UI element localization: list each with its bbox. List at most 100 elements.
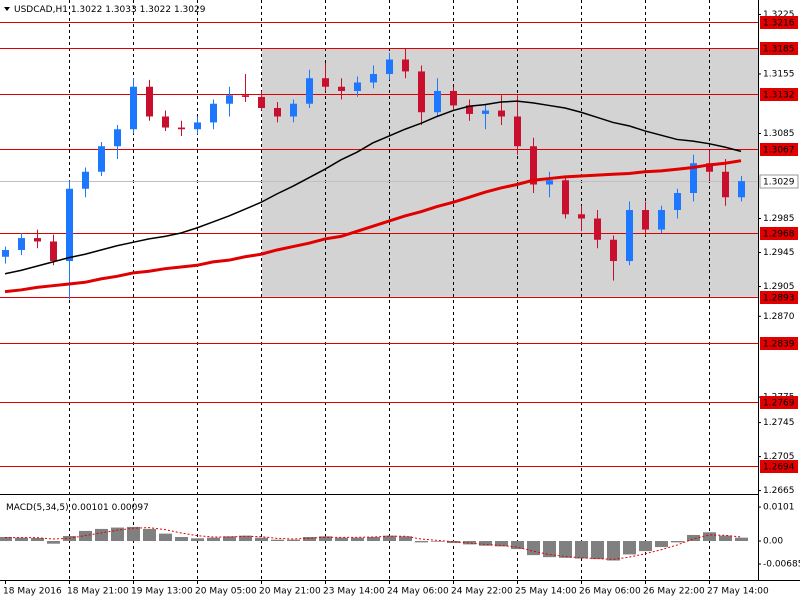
macd-bar: [399, 536, 412, 542]
macd-bar: [0, 536, 12, 542]
header-low: 1.3022: [140, 5, 172, 15]
macd-bar: [415, 541, 428, 543]
candle-body: [418, 71, 425, 113]
level-label: 1.3216: [763, 19, 795, 29]
candle-body: [674, 193, 681, 211]
header-close: 1.3029: [174, 5, 206, 15]
macd-bar: [143, 528, 156, 542]
level-label-box: [760, 460, 798, 473]
macd-bar: [655, 541, 668, 548]
candle-body: [434, 90, 441, 113]
candle-body: [642, 210, 649, 230]
y-tick-label: 1.2705: [763, 452, 795, 462]
macd-header: MACD(5,34,5) 0.00101 0.00097: [6, 503, 149, 513]
candle-body: [322, 78, 329, 87]
candle-body: [610, 239, 617, 262]
y-tick-label: 1.2985: [763, 214, 795, 224]
y-tick-label: 1.2665: [763, 486, 795, 496]
candle-body: [450, 90, 457, 106]
level-label: 1.3185: [763, 45, 795, 55]
candle-body: [386, 59, 393, 74]
candle-body: [18, 238, 25, 250]
y-tick-label: 1.3155: [763, 69, 795, 79]
candle-body: [194, 122, 201, 130]
x-tick-label: 23 May 14:00: [323, 587, 385, 597]
candle-body: [242, 95, 249, 97]
macd-bar: [431, 541, 444, 542]
current-price-label: 1.3029: [763, 178, 795, 188]
candle-body: [402, 59, 409, 72]
candle-body: [114, 129, 121, 147]
x-tick-label: 18 May 21:00: [67, 587, 129, 597]
candle-body: [690, 163, 697, 194]
macd-bar: [207, 537, 220, 542]
candle-body: [658, 210, 665, 230]
macd-title: MACD(5,34,5): [6, 503, 69, 513]
macd-bar: [127, 526, 140, 542]
level-label: 1.2893: [763, 294, 795, 304]
macd-bar: [463, 541, 476, 545]
x-tick-label: 25 May 14:00: [515, 587, 577, 597]
macd-bar: [223, 536, 236, 542]
macd-bar: [335, 537, 348, 542]
macd-bar: [239, 535, 252, 542]
candle-body: [2, 249, 9, 257]
x-tick-label: 20 May 21:00: [259, 587, 321, 597]
macd-y-tick-label: 0.00: [763, 537, 783, 547]
macd-bar: [575, 541, 588, 559]
candle-body: [626, 210, 633, 262]
macd-bar: [271, 539, 284, 542]
plot-layer: [0, 48, 748, 561]
candle-body: [306, 78, 313, 104]
level-label-box: [760, 143, 798, 156]
macd-bar: [735, 537, 748, 542]
x-tick-label: 18 May 2016: [3, 587, 62, 597]
level-label-box: [760, 42, 798, 55]
macd-bar: [191, 538, 204, 542]
x-tick-label: 24 May 06:00: [387, 587, 449, 597]
candle-body: [66, 188, 73, 262]
candle-body: [546, 180, 553, 185]
level-label-box: [760, 16, 798, 29]
level-label-box: [760, 227, 798, 240]
macd-bar: [591, 541, 604, 560]
macd-bar: [351, 537, 364, 542]
macd-bar: [31, 537, 44, 542]
level-label: 1.3067: [763, 146, 795, 156]
symbol-menu-arrow[interactable]: [4, 7, 10, 11]
macd-bar: [47, 541, 60, 544]
candle-body: [274, 107, 281, 117]
candle-body: [466, 105, 473, 114]
macd-bar: [703, 532, 716, 542]
candle-body: [226, 95, 233, 104]
macd-value: 0.00101: [72, 503, 109, 513]
macd-signal-value: 0.00097: [112, 503, 149, 513]
x-tick-label: 26 May 22:00: [643, 587, 705, 597]
moving-average: [4, 100, 742, 275]
macd-bar: [447, 541, 460, 544]
macd-bar: [479, 541, 492, 546]
macd-bar: [303, 536, 316, 542]
candle-body: [562, 180, 569, 215]
candle-body: [498, 110, 505, 117]
candle-body: [130, 86, 137, 130]
y-tick-label: 1.3085: [763, 129, 795, 139]
candle-body: [338, 86, 345, 91]
y-tick-label: 1.2905: [763, 282, 795, 292]
macd-bar: [527, 541, 540, 556]
macd-bar: [159, 533, 172, 542]
macd-bar: [95, 528, 108, 542]
current-price-box: [759, 174, 799, 189]
level-label: 1.2839: [763, 340, 795, 350]
candle-body: [210, 103, 217, 123]
symbol: USDCAD,H1: [14, 5, 68, 15]
x-tick-label: 19 May 13:00: [131, 587, 193, 597]
candle-body: [514, 116, 521, 147]
x-tick-label: 26 May 06:00: [579, 587, 641, 597]
macd-signal: [5, 527, 742, 561]
macd-bar: [15, 537, 28, 542]
candle-body: [162, 116, 169, 128]
candle-body: [530, 146, 537, 185]
macd-bar: [383, 535, 396, 542]
